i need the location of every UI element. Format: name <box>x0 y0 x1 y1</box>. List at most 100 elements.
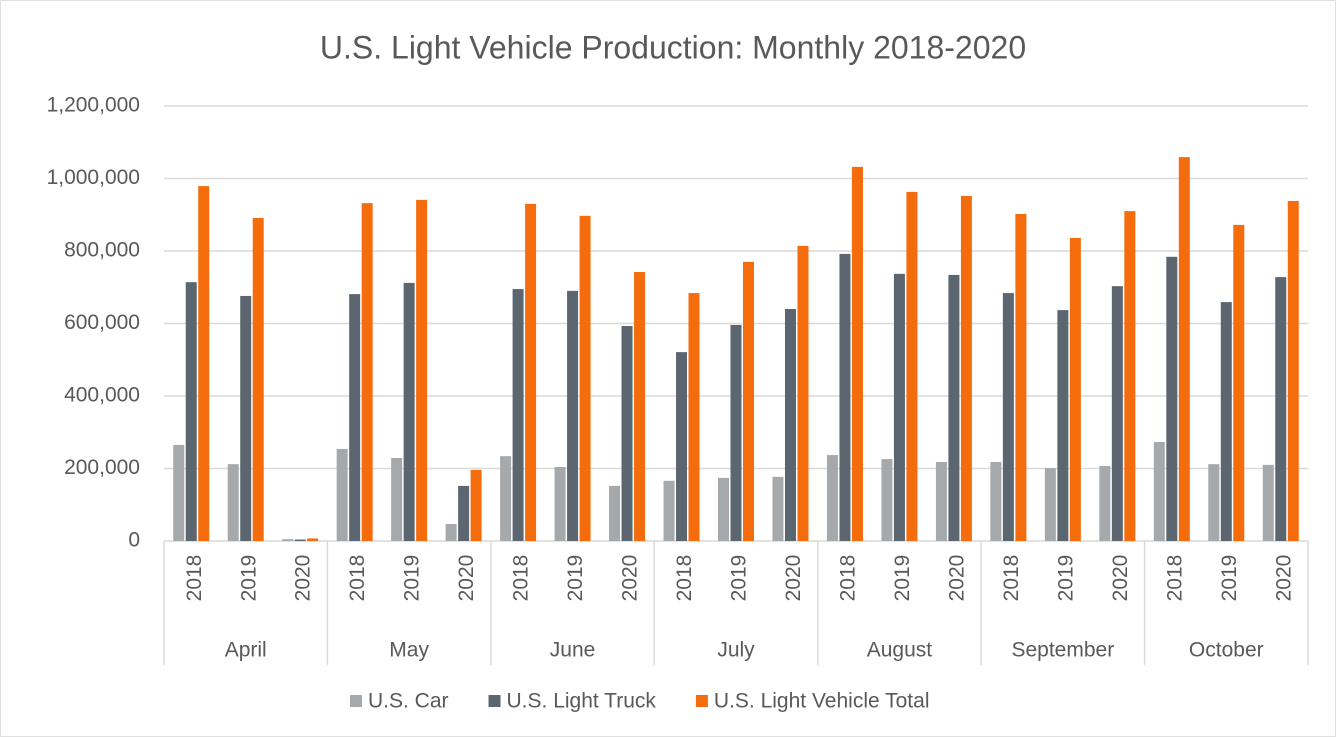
y-tick-label: 200,000 <box>64 456 140 479</box>
x-tick-label: 2018 <box>183 555 206 602</box>
bar <box>1287 200 1299 541</box>
group-label: June <box>550 639 596 662</box>
x-tick-label: 2018 <box>1163 555 1186 602</box>
legend-swatch <box>695 695 708 707</box>
group-label: May <box>389 639 429 662</box>
bar <box>730 324 742 541</box>
x-tick-label: 2018 <box>510 555 533 602</box>
bar <box>1124 211 1136 541</box>
bar <box>1208 464 1220 541</box>
bar <box>634 272 646 541</box>
bar <box>1220 302 1232 541</box>
group-label: October <box>1189 639 1264 662</box>
bar <box>784 309 796 541</box>
bar <box>294 539 306 541</box>
bar <box>1178 157 1190 542</box>
bar <box>881 459 893 541</box>
bar <box>416 199 428 541</box>
bar <box>240 295 252 541</box>
bar <box>663 480 675 541</box>
bar <box>252 218 264 541</box>
bar <box>718 477 729 541</box>
x-tick-label: 2020 <box>1109 555 1132 602</box>
bar <box>470 469 482 541</box>
bar <box>609 485 621 541</box>
bar <box>1044 468 1056 541</box>
x-tick-label: 2019 <box>728 555 751 602</box>
bar <box>893 273 905 541</box>
bar <box>554 467 566 541</box>
group-label: July <box>717 639 755 662</box>
legend-label: U.S. Light Truck <box>507 690 657 713</box>
bar <box>512 289 524 541</box>
x-tick-label: 2019 <box>564 555 587 602</box>
bar <box>1275 277 1287 541</box>
bar <box>336 448 348 541</box>
bar <box>579 215 591 541</box>
bar <box>1099 465 1111 541</box>
bar <box>1262 464 1274 541</box>
x-tick-label: 2018 <box>346 555 369 602</box>
bar <box>797 245 809 542</box>
bar <box>227 464 239 541</box>
bar <box>826 455 838 541</box>
bar <box>1069 237 1081 541</box>
bar <box>1057 310 1069 541</box>
bar <box>688 293 700 541</box>
x-tick-label: 2020 <box>292 555 315 602</box>
y-tick-label: 1,200,000 <box>47 94 140 117</box>
x-tick-label: 2019 <box>891 555 914 602</box>
y-tick-label: 0 <box>128 529 140 552</box>
bar <box>990 461 1002 541</box>
x-tick-label: 2020 <box>945 555 968 602</box>
y-tick-label: 400,000 <box>64 384 140 407</box>
x-tick-label: 2019 <box>237 555 260 602</box>
bar <box>567 290 579 541</box>
bar <box>349 294 361 541</box>
chart-title: U.S. Light Vehicle Production: Monthly 2… <box>320 29 1026 65</box>
x-tick-label: 2020 <box>619 555 642 602</box>
bar <box>361 203 373 541</box>
bar <box>1153 442 1165 541</box>
bar <box>906 191 918 541</box>
bar <box>1166 256 1178 541</box>
bar <box>1111 286 1123 541</box>
x-tick-label: 2020 <box>782 555 805 602</box>
x-tick-label: 2019 <box>1218 555 1241 602</box>
bar <box>307 538 319 541</box>
bar <box>1002 293 1014 541</box>
x-tick-label: 2020 <box>455 555 478 602</box>
bar <box>1015 214 1027 541</box>
bar <box>621 326 633 541</box>
bar <box>500 456 512 541</box>
y-tick-label: 600,000 <box>64 311 140 334</box>
legend-swatch <box>488 695 501 707</box>
y-tick-label: 800,000 <box>64 239 140 262</box>
bar <box>282 539 294 541</box>
bar <box>851 166 863 541</box>
legend-label: U.S. Car <box>368 690 449 713</box>
bar <box>198 186 210 542</box>
bar <box>525 203 537 541</box>
legend-label: U.S. Light Vehicle Total <box>714 690 930 713</box>
bar <box>185 282 197 541</box>
bar <box>173 444 185 541</box>
bar <box>391 457 403 541</box>
bar <box>948 274 960 541</box>
bar <box>676 352 688 541</box>
bar <box>960 195 972 541</box>
x-tick-label: 2020 <box>1272 555 1295 602</box>
bar <box>935 461 947 541</box>
bar <box>772 476 784 541</box>
legend-swatch <box>350 695 362 707</box>
y-tick-label: 1,000,000 <box>47 166 140 189</box>
bar <box>458 485 470 541</box>
bar <box>403 282 415 541</box>
x-tick-label: 2018 <box>836 555 859 602</box>
bar <box>1233 224 1245 541</box>
x-tick-label: 2018 <box>1000 555 1023 602</box>
bar <box>743 261 754 541</box>
x-tick-label: 2019 <box>1054 555 1077 602</box>
group-label: August <box>867 639 933 662</box>
